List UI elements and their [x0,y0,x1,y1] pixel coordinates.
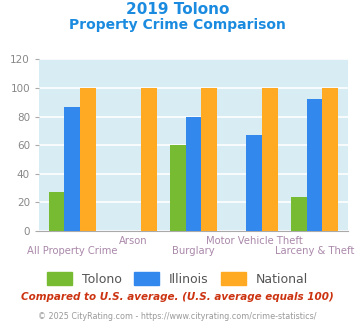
Text: Compared to U.S. average. (U.S. average equals 100): Compared to U.S. average. (U.S. average … [21,292,334,302]
Bar [80,88,96,231]
Legend: Tolono, Illinois, National: Tolono, Illinois, National [42,267,313,291]
Text: Larceny & Theft: Larceny & Theft [275,246,354,256]
Bar [291,197,307,231]
Text: All Property Crime: All Property Crime [27,246,118,256]
Text: Property Crime Comparison: Property Crime Comparison [69,18,286,32]
Bar [141,88,157,231]
Text: Burglary: Burglary [172,246,215,256]
Bar [65,107,80,231]
Bar [186,116,201,231]
Bar [170,145,186,231]
Text: Motor Vehicle Theft: Motor Vehicle Theft [206,236,302,246]
Bar [307,99,322,231]
Bar [246,135,262,231]
Text: 2019 Tolono: 2019 Tolono [126,2,229,16]
Text: © 2025 CityRating.com - https://www.cityrating.com/crime-statistics/: © 2025 CityRating.com - https://www.city… [38,312,317,321]
Bar [322,88,338,231]
Text: Arson: Arson [119,236,147,246]
Bar [262,88,278,231]
Bar [201,88,217,231]
Bar [49,192,65,231]
